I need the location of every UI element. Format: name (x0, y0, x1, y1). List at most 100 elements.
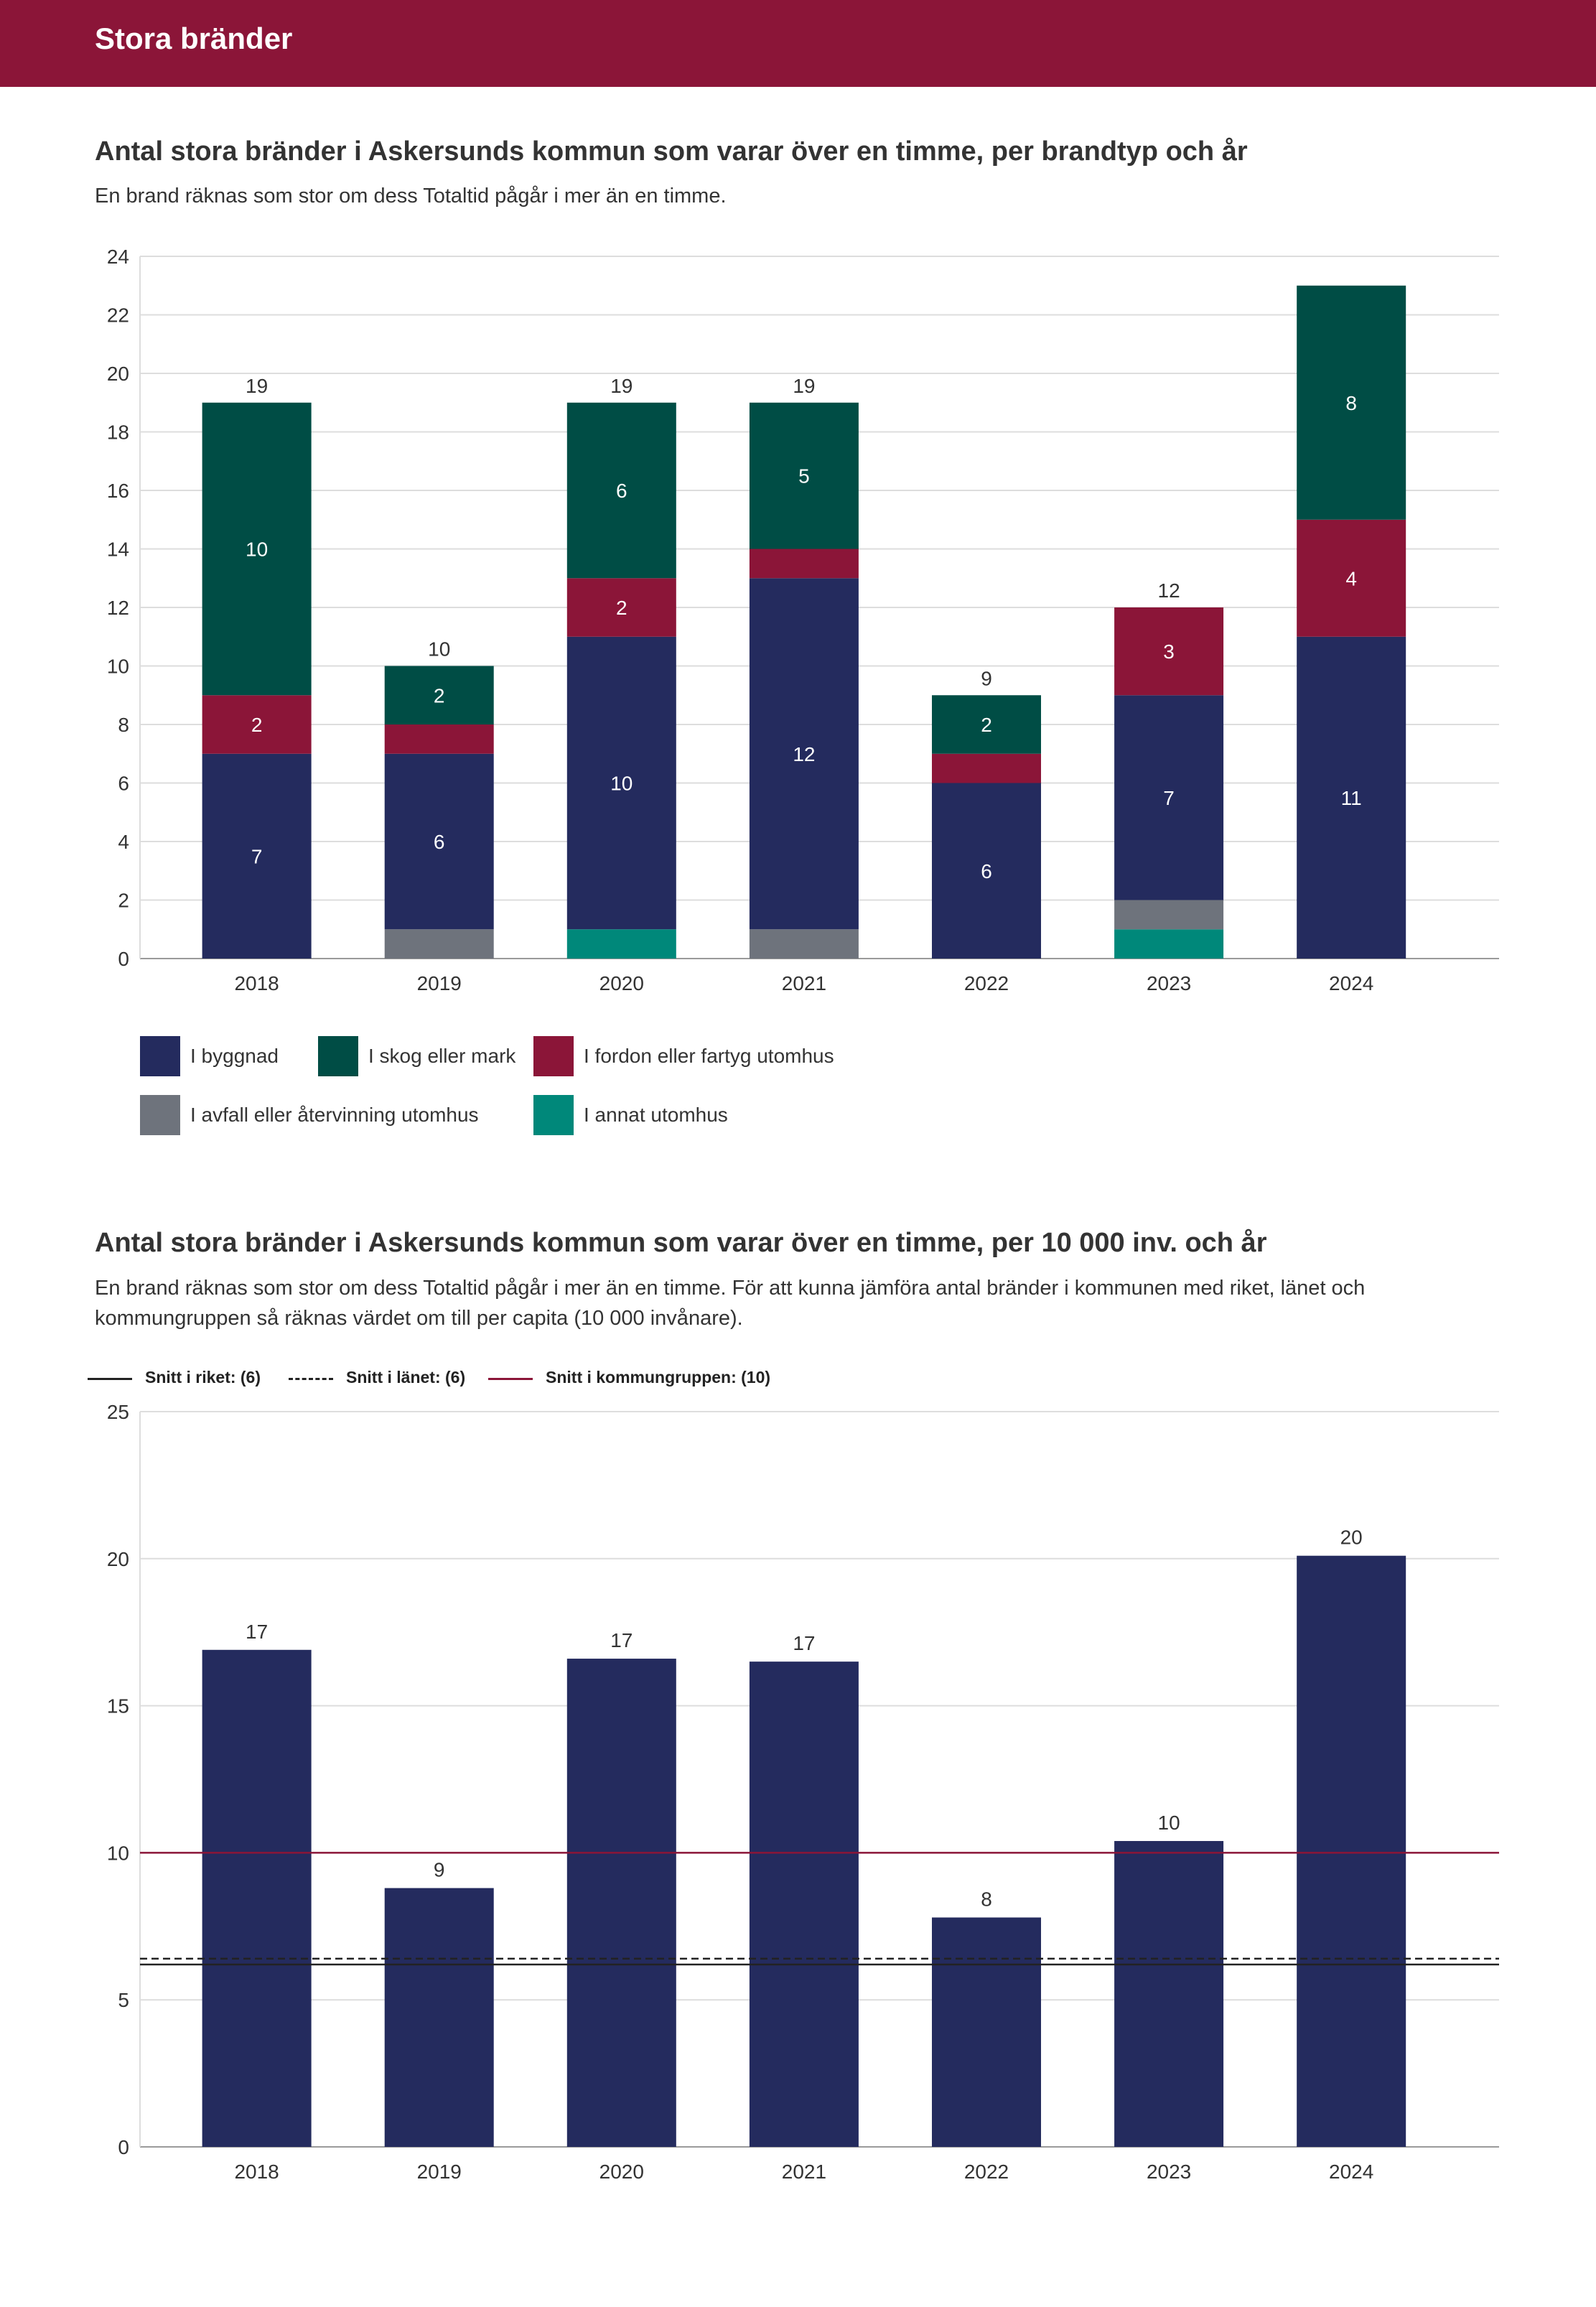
bar (202, 1649, 312, 2147)
segment-value-label: 8 (1345, 392, 1357, 414)
y-tick-label: 20 (107, 363, 129, 385)
line-legend-label: Snitt i riket: (6) (145, 1368, 261, 1386)
legend-label: I fordon eller fartyg utomhus (584, 1045, 834, 1067)
segment-value-label: 6 (434, 831, 445, 853)
bar-total-label: 19 (246, 375, 268, 397)
bar-total-label: 10 (428, 638, 450, 661)
y-tick-label: 0 (118, 2136, 129, 2158)
bar-value-label: 8 (981, 1888, 992, 1911)
y-tick-label: 0 (118, 948, 129, 970)
bar-total-label: 19 (793, 375, 815, 397)
y-tick-label: 15 (107, 1695, 129, 1718)
bar-segment (202, 402, 312, 696)
bar (1297, 1555, 1406, 2147)
legend-label: I annat utomhus (584, 1104, 728, 1126)
bar-segment (384, 724, 494, 754)
segment-value-label: 7 (1163, 787, 1175, 809)
x-tick-label: 2023 (1147, 2161, 1191, 2183)
bar-segment (202, 753, 312, 959)
bar-segment (1114, 929, 1224, 959)
y-tick-label: 22 (107, 304, 129, 327)
bar-value-label: 17 (246, 1621, 268, 1643)
line-legend-swatch (488, 1378, 533, 1380)
bar-segment (566, 929, 676, 959)
x-tick-label: 2018 (234, 2161, 279, 2183)
bar-value-label: 17 (793, 1632, 815, 1654)
chart2-subtitle-line1: En brand räknas som stor om dess Totalti… (95, 1277, 1366, 1300)
bar-segment (931, 695, 1041, 754)
bar-value-label: 20 (1340, 1527, 1363, 1549)
y-tick-label: 4 (118, 831, 129, 853)
legend-swatch (140, 1095, 180, 1135)
bar-segment (749, 578, 859, 930)
y-tick-label: 12 (107, 597, 129, 619)
x-tick-label: 2020 (599, 2161, 644, 2183)
segment-value-label: 6 (616, 480, 627, 502)
y-tick-label: 5 (118, 1989, 129, 2011)
x-tick-label: 2024 (1329, 2161, 1373, 2183)
chart1-title: Antal stora bränder i Askersunds kommun … (95, 136, 1248, 167)
bar-total-label: 12 (1158, 579, 1180, 602)
bar (931, 1917, 1041, 2147)
line-legend-label: Snitt i länet: (6) (346, 1368, 466, 1386)
bar-segment (384, 929, 494, 959)
line-legend-label: Snitt i kommungruppen: (10) (546, 1368, 771, 1386)
y-tick-label: 18 (107, 421, 129, 444)
bar (1114, 1841, 1224, 2147)
segment-value-label: 10 (246, 539, 268, 561)
bar-value-label: 17 (610, 1629, 633, 1651)
segment-value-label: 11 (1341, 787, 1362, 809)
y-tick-label: 24 (107, 246, 129, 268)
y-tick-label: 25 (107, 1401, 129, 1423)
legend-swatch (533, 1036, 574, 1076)
segment-value-label: 4 (1345, 567, 1357, 589)
x-tick-label: 2024 (1329, 972, 1373, 994)
x-tick-label: 2021 (782, 2161, 826, 2183)
y-tick-label: 10 (107, 1842, 129, 1864)
segment-value-label: 10 (610, 773, 633, 795)
bar-segment (1297, 636, 1406, 959)
x-tick-label: 2018 (234, 972, 279, 994)
chart2-plot: 0 5 10 15 20 25 17 2018 9 2019 17 2020 17 2021 8 2022 10… (107, 1401, 1499, 2183)
x-tick-label: 2020 (599, 972, 644, 994)
segment-value-label: 2 (981, 714, 992, 736)
chart1-subtitle: En brand räknas som stor om dess Totalti… (95, 185, 727, 208)
bar-segment (1114, 695, 1224, 900)
chart2-subtitle-line2: kommungruppen så räknas värdet om till p… (95, 1307, 743, 1330)
bar (384, 1888, 494, 2147)
bar (566, 1659, 676, 2147)
segment-value-label: 12 (793, 743, 815, 765)
y-tick-label: 20 (107, 1548, 129, 1570)
y-tick-label: 8 (118, 714, 129, 736)
bar (749, 1661, 859, 2147)
segment-value-label: 2 (434, 684, 445, 707)
bar-segment (566, 402, 676, 579)
x-tick-label: 2023 (1147, 972, 1191, 994)
x-tick-label: 2022 (964, 972, 1009, 994)
segment-value-label: 6 (981, 860, 992, 882)
chart1-plot: 0246810121416182022247210192018621020191… (107, 246, 1499, 994)
segment-value-label: 2 (251, 714, 263, 736)
x-tick-label: 2019 (417, 972, 462, 994)
page-header: Stora bränder (0, 0, 1596, 87)
x-tick-label: 2021 (782, 972, 826, 994)
legend-swatch (140, 1036, 180, 1076)
y-tick-label: 2 (118, 890, 129, 912)
bar-value-label: 10 (1158, 1812, 1180, 1834)
bar-segment (202, 695, 312, 754)
y-tick-label: 10 (107, 656, 129, 678)
bar-segment (566, 636, 676, 930)
page-title: Stora bränder (95, 22, 293, 55)
bar-segment (749, 929, 859, 959)
bar-segment (384, 666, 494, 724)
legend-swatch (533, 1095, 574, 1135)
x-tick-label: 2022 (964, 2161, 1009, 2183)
segment-value-label: 3 (1163, 640, 1175, 663)
bar-total-label: 19 (610, 375, 633, 397)
bar-segment (749, 402, 859, 549)
bar-segment (566, 578, 676, 637)
legend-label: I byggnad (190, 1045, 279, 1067)
segment-value-label: 5 (798, 465, 810, 488)
legend-label: I skog eller mark (368, 1045, 516, 1067)
bar-segment (384, 753, 494, 930)
